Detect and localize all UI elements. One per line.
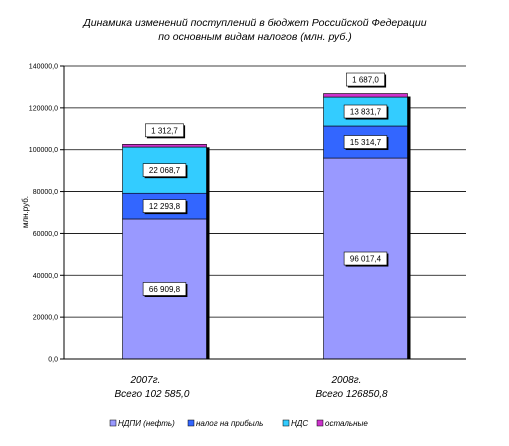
chart-title-line-1: Динамика изменений поступлений в бюджет … xyxy=(82,17,426,29)
y-tick-label: 20000,0 xyxy=(33,315,58,322)
legend-swatch xyxy=(282,419,290,427)
x-category-label: 2007г. xyxy=(130,375,161,386)
y-tick-label: 120000,0 xyxy=(29,105,58,112)
legend-label: НДС xyxy=(291,419,308,428)
bar-segment xyxy=(323,96,408,127)
y-tick-label: 140000,0 xyxy=(29,64,58,71)
data-label-box xyxy=(346,72,385,87)
data-label: 22 068,7 xyxy=(149,166,181,175)
y-tick-label: 40000,0 xyxy=(33,273,58,280)
data-label: 12 293,8 xyxy=(149,202,181,211)
x-category-total: Всего 102 585,0 xyxy=(115,389,190,400)
axes-layer: 0,0 20000,0 40000,0 60000,0 80000,0 100000,0 1… xyxy=(29,64,466,400)
y-tick-label: 100000,0 xyxy=(29,147,58,154)
legend-label: налог на прибыль xyxy=(196,419,263,428)
y-tick-label: 80000,0 xyxy=(33,189,58,196)
data-label-box xyxy=(145,123,184,138)
bar-segment xyxy=(323,93,408,98)
data-label: 13 831,7 xyxy=(350,108,382,117)
data-label: 66 909,8 xyxy=(149,285,181,294)
y-axis-label: млн.руб. xyxy=(21,196,30,228)
data-label: 1 312,7 xyxy=(151,126,178,135)
x-category-total: Всего 126850,8 xyxy=(316,389,389,400)
bar-shadow xyxy=(407,96,411,359)
bar-shadow xyxy=(206,147,210,359)
data-label-box xyxy=(343,135,388,149)
data-label-box xyxy=(142,199,187,213)
data-label-box xyxy=(142,163,187,177)
data-label-box xyxy=(343,251,388,266)
legend: НДПИ (нефть) налог на прибыль НДС остальные xyxy=(109,419,368,428)
legend-swatch xyxy=(109,419,117,427)
y-tick-label: 0,0 xyxy=(48,357,58,364)
legend-swatch xyxy=(187,419,195,427)
legend-label: остальные xyxy=(325,419,368,428)
chart-title-line-2: по основным видам налогов (млн. руб.) xyxy=(158,31,352,43)
data-label-box xyxy=(343,104,388,119)
x-category-label: 2008г. xyxy=(331,375,362,386)
y-tick-label: 60000,0 xyxy=(33,231,58,238)
data-label: 1 687,0 xyxy=(352,76,379,85)
legend-label: НДПИ (нефть) xyxy=(118,419,175,428)
legend-swatch xyxy=(316,419,324,427)
data-label-box xyxy=(142,282,187,296)
data-label: 96 017,4 xyxy=(350,255,382,264)
bar-segment xyxy=(122,144,207,148)
data-label: 15 314,7 xyxy=(350,138,382,147)
bars-layer: 66 909,8 12 293,8 22 068,7 1 312,7 96 017,4 1… xyxy=(122,72,411,360)
